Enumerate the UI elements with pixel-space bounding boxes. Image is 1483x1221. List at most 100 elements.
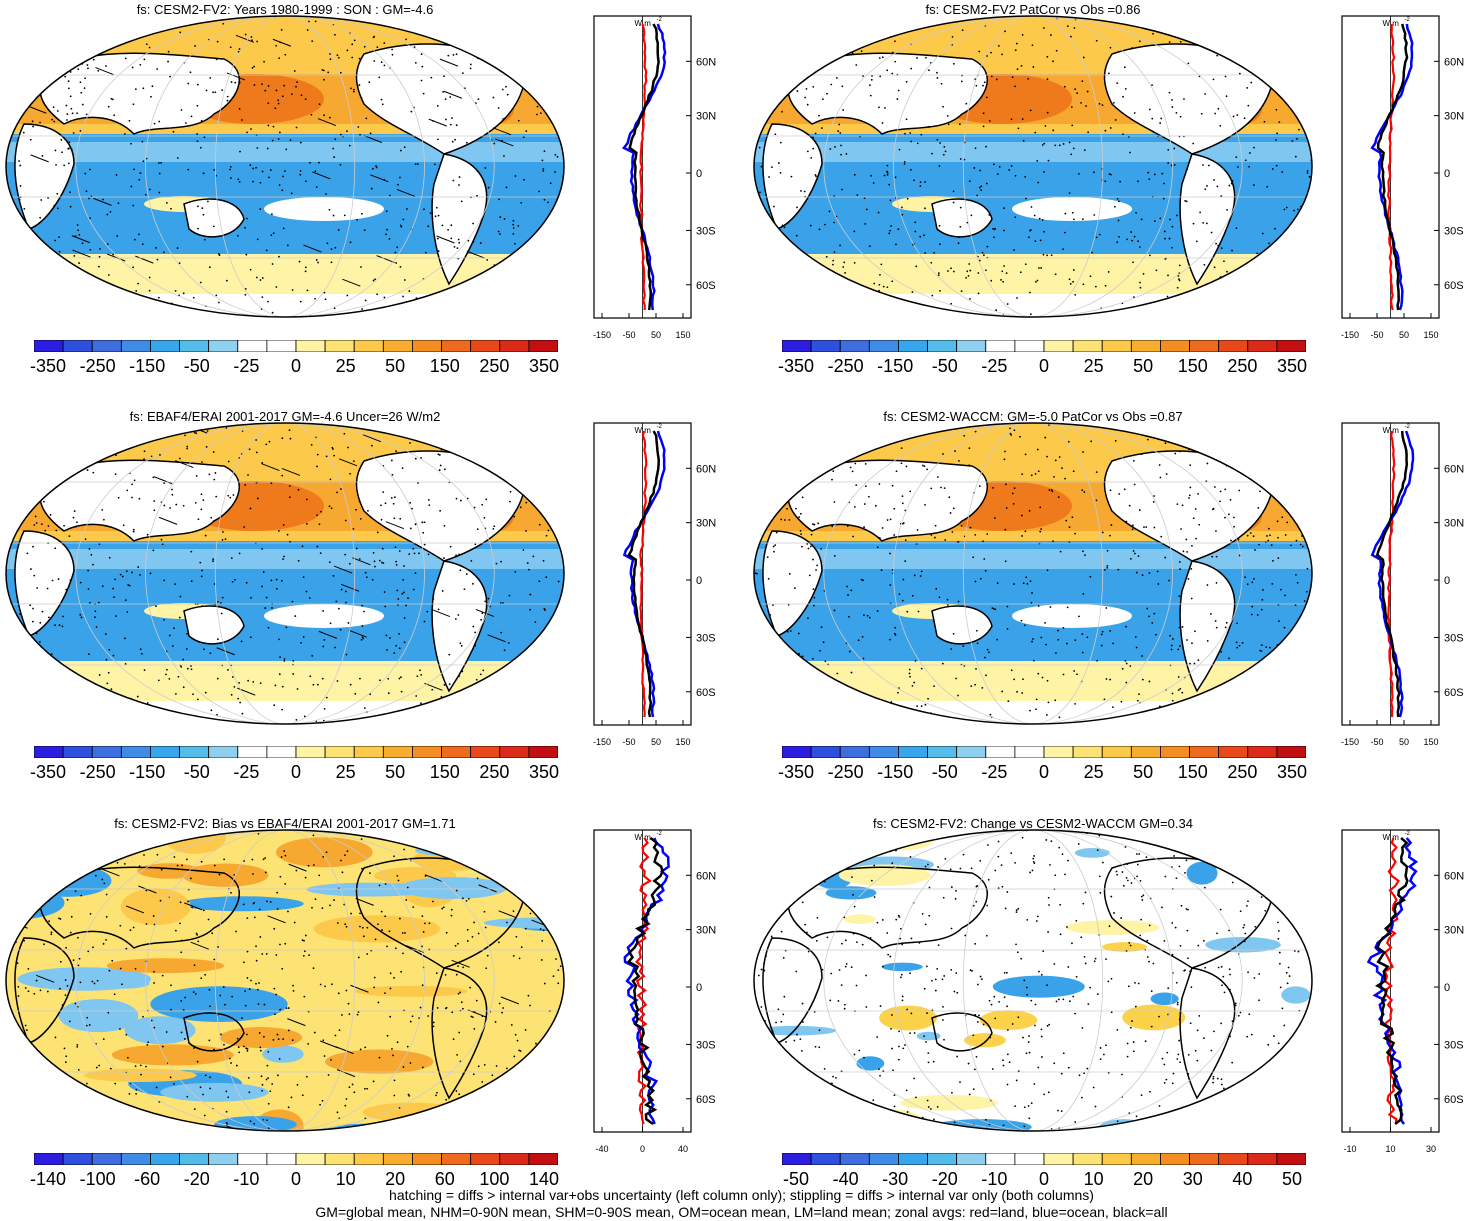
- colorbar-swatch: [470, 1153, 501, 1165]
- colorbar-swatch: [927, 746, 958, 758]
- zonal-unit-exponent: -2: [657, 831, 663, 837]
- colorbar-swatch: [528, 746, 558, 758]
- colorbar-tick-label: 350: [1276, 762, 1308, 782]
- colorbar-tick-label: -40: [832, 1169, 859, 1189]
- zonal-lat-label: 0: [696, 168, 702, 180]
- colorbar-swatch: [782, 746, 812, 758]
- colorbar-tick-label: 140: [528, 1169, 560, 1189]
- colorbar-swatch: [34, 1153, 64, 1165]
- colorbar-tick-label: 25: [335, 762, 356, 782]
- zonal-lat-label: 60N: [696, 463, 716, 475]
- colorbar-swatch: [1101, 746, 1132, 758]
- colorbar-swatch: [956, 1153, 987, 1165]
- colorbar-swatch: [266, 746, 297, 758]
- colorbar-tick-label: -60: [134, 1169, 161, 1189]
- colorbar-tick-label: -50: [931, 762, 958, 782]
- colorbar-swatch: [150, 340, 180, 352]
- zonal-lat-label: 30N: [696, 518, 716, 530]
- land-masses: [14, 43, 525, 286]
- colorbar-tick-label: -250: [79, 762, 116, 782]
- colorbar-tick-label: 250: [1227, 356, 1258, 376]
- colorbar-swatch: [208, 1153, 239, 1165]
- zonal-lat-label: 30N: [1444, 518, 1464, 530]
- colorbar-swatch: [441, 1153, 472, 1165]
- colorbar-tick-label: 10: [335, 1169, 356, 1189]
- colorbar-tick-label: -50: [931, 356, 958, 376]
- zonal-unit-exponent: -2: [1405, 17, 1411, 23]
- colorbar-swatch: [324, 1153, 355, 1165]
- colorbar-tick-label: -250: [827, 356, 864, 376]
- colorbar-swatch: [810, 746, 841, 758]
- zonal-ocean-curve: [621, 23, 667, 311]
- zonal-x-tick-label: -50: [622, 737, 635, 747]
- zonal-lat-label: 0: [1444, 168, 1450, 180]
- zonal-lat-label: 60S: [1444, 1094, 1464, 1106]
- map-border: [753, 829, 1313, 1132]
- colorbar-tick-label: 0: [1038, 356, 1050, 376]
- colorbar-tick-label: 50: [1281, 1169, 1303, 1189]
- colorbar-swatch: [1276, 1153, 1306, 1165]
- colorbar-tick-label: -25: [233, 762, 260, 782]
- map-border: [5, 829, 565, 1132]
- colorbar-swatch: [528, 340, 558, 352]
- colorbar-tick-label: -50: [183, 356, 210, 376]
- colorbar-tick-label: 250: [479, 762, 510, 782]
- colorbar-swatch: [179, 340, 210, 352]
- graticule: [754, 16, 1312, 317]
- zonal-x-tick-label: 150: [675, 737, 690, 747]
- zonal-ocean-curve: [622, 430, 666, 718]
- colorbar-swatch: [1218, 340, 1249, 352]
- land-masses: [14, 857, 525, 1100]
- colorbar-swatch: [927, 340, 958, 352]
- zonal-unit-exponent: -2: [657, 17, 663, 23]
- zonal-lat-label: 60N: [1444, 870, 1464, 882]
- zonal-x-tick-label: -50: [1370, 330, 1383, 340]
- zonal-lat-label: 30S: [1444, 1039, 1464, 1051]
- colorbar-tick-label: -350: [777, 762, 815, 782]
- colorbar-swatch: [839, 340, 870, 352]
- colorbar: [782, 340, 1306, 352]
- land-masses: [14, 450, 525, 693]
- zonal-x-tick-label: 0: [640, 1144, 645, 1154]
- colorbar-tick-label: 250: [479, 356, 510, 376]
- footer-line-2: GM=global mean, NHM=0-90N mean, SHM=0-90…: [315, 1204, 1168, 1220]
- colorbar-swatch: [295, 746, 326, 758]
- zonal-all-curve: [626, 837, 664, 1126]
- zonal-x-tick-label: 50: [651, 737, 661, 747]
- colorbar-swatch: [1247, 746, 1278, 758]
- map-title: fs: CESM2-FV2: Change vs CESM2-WACCM GM=…: [873, 816, 1193, 831]
- colorbar-swatch: [782, 1153, 812, 1165]
- colorbar-swatch: [1130, 1153, 1161, 1165]
- graticule: [754, 423, 1312, 724]
- zonal-lat-label: 30S: [696, 1039, 716, 1051]
- colorbar-swatch: [266, 340, 297, 352]
- colorbar-swatch: [353, 340, 384, 352]
- colorbar: [34, 340, 558, 352]
- graticule: [6, 830, 564, 1131]
- colorbar-swatch: [499, 1153, 530, 1165]
- zonal-x-tick-label: 50: [1399, 330, 1409, 340]
- colorbar-swatch: [179, 1153, 210, 1165]
- map-title: fs: EBAF4/ERAI 2001-2017 GM=-4.6 Uncer=2…: [129, 409, 441, 424]
- colorbar-swatch: [868, 746, 899, 758]
- colorbar-tick-label: -350: [29, 762, 67, 782]
- colorbar-tick-label: -250: [79, 356, 116, 376]
- colorbar-tick-label: 60: [434, 1169, 455, 1189]
- colorbar-swatch: [179, 746, 210, 758]
- zonal-lat-label: 0: [696, 982, 702, 994]
- map-title: fs: CESM2-WACCM: GM=-5.0 PatCor vs Obs =…: [883, 409, 1183, 424]
- colorbar-swatch: [898, 1153, 928, 1165]
- colorbar-swatch: [324, 746, 355, 758]
- colorbar-tick-label: 0: [1038, 1169, 1050, 1189]
- colorbar: [782, 746, 1306, 758]
- colorbar-swatch: [1160, 746, 1190, 758]
- colorbar-swatch: [120, 1153, 151, 1165]
- colorbar-swatch: [927, 1153, 958, 1165]
- zonal-ocean-curve: [1370, 430, 1415, 718]
- zonal-x-tick-label: -150: [593, 737, 611, 747]
- zonal-lat-label: 60S: [696, 280, 716, 292]
- colorbar-tick-label: 350: [528, 356, 560, 376]
- colorbar-swatch: [1218, 1153, 1249, 1165]
- colorbar-tick-label: -50: [782, 1169, 810, 1189]
